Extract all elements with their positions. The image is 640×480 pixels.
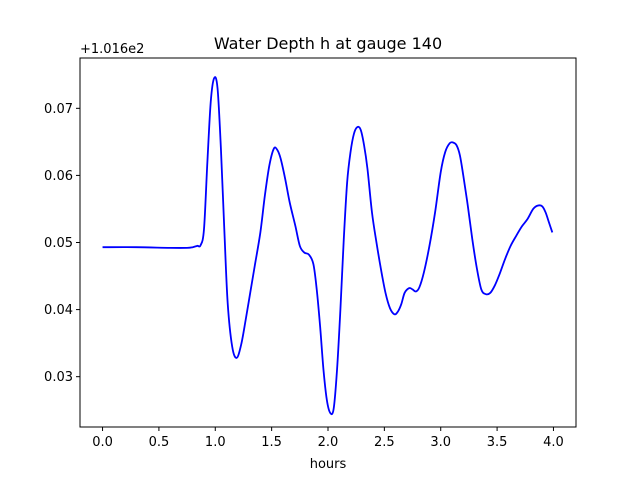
- series-line-0: [102, 76, 554, 416]
- x-tick-label: 0.0: [92, 435, 113, 450]
- x-tick-label: 2.5: [374, 435, 395, 450]
- x-axis-label: hours: [310, 457, 347, 472]
- y-tick-label: 0.05: [44, 236, 73, 251]
- x-tick-label: 1.0: [205, 435, 226, 450]
- x-tick-label: 4.0: [543, 435, 564, 450]
- y-tick-label: 0.07: [44, 102, 73, 117]
- x-tick-label: 1.5: [261, 435, 282, 450]
- y-tick-label: 0.06: [44, 169, 73, 184]
- x-tick-label: 2.0: [318, 435, 339, 450]
- y-tick-label: 0.04: [44, 303, 73, 318]
- y-tick-label: 0.03: [44, 370, 73, 385]
- y-offset-label: +1.016e2: [80, 42, 144, 57]
- x-tick-label: 3.5: [487, 435, 508, 450]
- chart-title: Water Depth h at gauge 140: [214, 34, 442, 53]
- x-tick-label: 3.0: [430, 435, 451, 450]
- x-tick-label: 0.5: [149, 435, 170, 450]
